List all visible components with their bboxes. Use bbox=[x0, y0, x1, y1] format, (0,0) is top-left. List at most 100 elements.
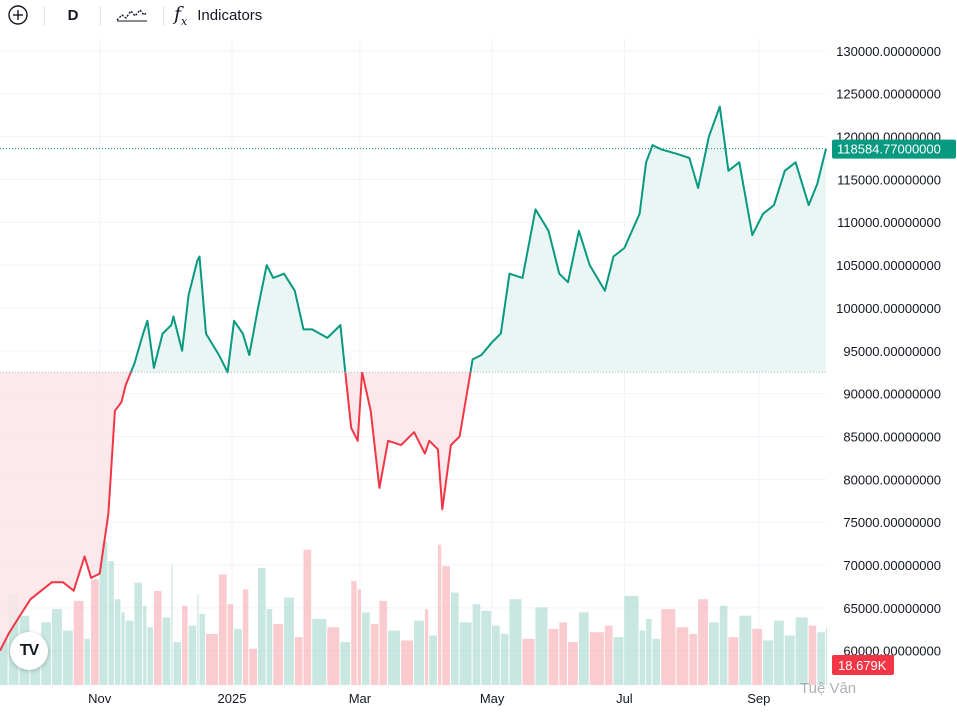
volume-bar bbox=[357, 589, 362, 685]
volume-bar bbox=[589, 632, 604, 685]
indicators-label: Indicators bbox=[197, 6, 263, 24]
y-tick-label: 70000.00000000 bbox=[843, 558, 941, 573]
y-tick-label: 105000.00000000 bbox=[836, 258, 941, 273]
volume-bar bbox=[459, 622, 472, 685]
volume-bar bbox=[188, 625, 197, 685]
volume-bar bbox=[401, 640, 414, 685]
watermark-text: Tuệ Vân bbox=[800, 680, 857, 697]
volume-bar bbox=[73, 600, 84, 685]
volume-bar bbox=[752, 628, 763, 685]
volume-bar bbox=[147, 627, 153, 685]
volume-bar bbox=[249, 648, 257, 685]
tradingview-logo[interactable]: TV bbox=[10, 632, 48, 670]
y-tick-label: 130000.00000000 bbox=[836, 44, 941, 59]
volume-bar bbox=[99, 541, 108, 685]
volume-bar bbox=[689, 633, 698, 685]
indicators-button[interactable]: fx Indicators bbox=[174, 0, 284, 30]
volume-bar bbox=[379, 600, 388, 685]
volume-bar bbox=[266, 609, 273, 685]
volume-bar bbox=[646, 619, 652, 685]
volume-bar bbox=[121, 612, 125, 685]
grid-lines bbox=[0, 38, 826, 685]
area-below-baseline bbox=[362, 372, 471, 510]
chart-type-button[interactable] bbox=[112, 0, 152, 30]
price-axis[interactable]: 130000.00000000125000.00000000120000.000… bbox=[836, 44, 941, 659]
volume-bar bbox=[472, 604, 481, 685]
volume-bar bbox=[134, 582, 143, 685]
volume-bar bbox=[197, 594, 199, 685]
line-segment-up bbox=[469, 105, 827, 373]
baseline-areas bbox=[0, 106, 826, 651]
time-axis[interactable]: Nov 2025 Mar May Jul Sep bbox=[88, 691, 770, 706]
volume-bar bbox=[414, 620, 424, 685]
y-tick-label: 85000.00000000 bbox=[843, 429, 941, 444]
volume-bar bbox=[773, 620, 784, 685]
volume-bar bbox=[826, 627, 828, 685]
volume-bar bbox=[327, 627, 340, 685]
volume-bar bbox=[509, 599, 522, 685]
volume-bar bbox=[739, 615, 752, 685]
volume-bar bbox=[370, 623, 379, 685]
line-segment-down bbox=[344, 372, 364, 442]
volume-bar bbox=[698, 599, 708, 685]
volume-bar bbox=[52, 609, 62, 685]
volume-bar bbox=[763, 640, 773, 685]
volume-bar bbox=[578, 612, 589, 685]
volume-bar bbox=[492, 625, 500, 685]
volume-bar bbox=[568, 642, 578, 685]
axis-labels: 118584.77000000 18.679K bbox=[832, 139, 956, 675]
add-symbol-button[interactable] bbox=[4, 0, 32, 30]
last-price-badge bbox=[832, 139, 956, 159]
volume-bar bbox=[218, 574, 227, 685]
volume-bar bbox=[719, 605, 728, 685]
volume-bar bbox=[548, 628, 559, 685]
last-price-label: 118584.77000000 bbox=[837, 142, 941, 157]
volume-label: 18.679K bbox=[838, 658, 887, 673]
volume-bar bbox=[442, 566, 450, 685]
volume-bar bbox=[604, 625, 613, 685]
area-above-baseline bbox=[470, 106, 826, 373]
logo-text: TV bbox=[19, 642, 39, 659]
volume-bar bbox=[182, 605, 188, 685]
volume-bar bbox=[340, 642, 351, 685]
x-tick-label: Mar bbox=[349, 691, 372, 706]
volume-bar bbox=[817, 632, 825, 685]
x-tick-label: 2025 bbox=[218, 691, 247, 706]
volume-bar bbox=[388, 630, 401, 685]
volume-bars bbox=[0, 541, 828, 685]
line-segment-up bbox=[129, 255, 347, 374]
interval-label: D bbox=[67, 6, 79, 24]
y-tick-label: 115000.00000000 bbox=[837, 172, 941, 187]
interval-button[interactable]: D bbox=[58, 0, 88, 30]
area-below-baseline bbox=[0, 372, 131, 651]
fx-icon: fx bbox=[174, 2, 188, 28]
volume-bar bbox=[362, 612, 370, 685]
volume-bar bbox=[728, 637, 739, 685]
line-chart-icon bbox=[116, 8, 148, 22]
volume-bar bbox=[162, 617, 171, 685]
volume-bar bbox=[437, 544, 442, 685]
x-tick-label: Jul bbox=[616, 691, 633, 706]
line-segment-down bbox=[0, 371, 132, 652]
volume-bar bbox=[143, 605, 147, 685]
y-tick-label: 100000.00000000 bbox=[836, 301, 941, 316]
y-tick-label: 95000.00000000 bbox=[843, 344, 941, 359]
plus-circle-icon bbox=[8, 5, 28, 25]
y-tick-label: 90000.00000000 bbox=[843, 387, 941, 402]
volume-bar bbox=[429, 635, 437, 685]
volume-bar bbox=[173, 642, 182, 685]
volume-bar bbox=[535, 607, 548, 685]
volume-bar bbox=[639, 630, 646, 685]
volume-bar bbox=[199, 614, 205, 685]
volume-bar bbox=[114, 599, 121, 685]
volume-bar bbox=[624, 595, 639, 685]
volume-bar bbox=[234, 628, 242, 685]
volume-bar bbox=[676, 627, 689, 685]
y-tick-label: 65000.00000000 bbox=[843, 601, 941, 616]
y-tick-label: 110000.00000000 bbox=[837, 215, 941, 230]
volume-bar bbox=[294, 637, 303, 685]
volume-bar bbox=[205, 633, 218, 685]
volume-bar bbox=[242, 589, 249, 685]
volume-bar bbox=[284, 597, 294, 685]
